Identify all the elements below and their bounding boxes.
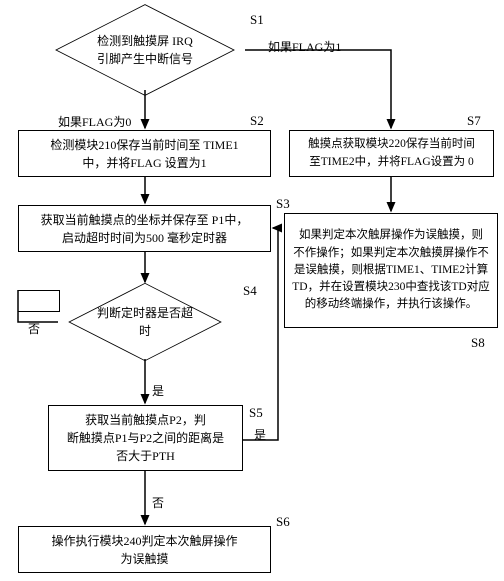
s1-text2: 引脚产生中断信号 <box>97 50 193 68</box>
label-s7: S7 <box>467 113 481 129</box>
s2-text1: 检测模块210保存当前时间至 TIME1 <box>50 136 238 154</box>
s2-text2: 中，并将FLAG 设置为1 <box>50 154 238 172</box>
notch-box <box>18 290 60 312</box>
s4-text1: 判断定时器是否超 <box>97 304 193 322</box>
s1-text1: 检测到触摸屏 IRQ <box>97 32 193 50</box>
node-s1: 检测到触摸屏 IRQ 引脚产生中断信号 <box>45 10 245 90</box>
edge-no-s5: 否 <box>152 494 164 511</box>
edge-no-s4: 否 <box>28 320 40 337</box>
s4-text2: 时 <box>97 322 193 340</box>
node-s6: 操作执行模块240判定本次触屏操作 为误触摸 <box>18 526 271 573</box>
s8-text2: 不作操作；如果判定本次触摸屏操作不 <box>292 245 489 262</box>
label-s6: S6 <box>276 514 290 530</box>
node-s3: 获取当前触摸点的坐标并保存至 P1中， 启动超时时间为500 毫秒定时器 <box>18 205 271 252</box>
s6-text1: 操作执行模块240判定本次触屏操作 <box>51 532 237 550</box>
s8-text4: TD，并在设置模块230中查找该TD对应 <box>292 279 489 296</box>
edge-flag0: 如果FLAG为0 <box>58 113 131 130</box>
s8-text3: 是误触摸，则根据TIME1、TIME2计算 <box>292 262 489 279</box>
label-s3: S3 <box>276 196 290 212</box>
node-s8: 如果判定本次触屏操作为误触摸，则 不作操作；如果判定本次触摸屏操作不 是误触摸，… <box>284 213 498 328</box>
node-s7: 触摸点获取模块220保存当前时间 至TIME2中，并将FLAG设置为 0 <box>289 130 494 177</box>
label-s1: S1 <box>250 12 264 28</box>
node-s5: 获取当前触摸点P2，判 断触摸点P1与P2之间的距离是 否大于PTH <box>48 405 243 471</box>
s8-text1: 如果判定本次触屏操作为误触摸，则 <box>292 227 489 244</box>
s5-text1: 获取当前触摸点P2，判 <box>67 411 224 429</box>
s5-text2: 断触摸点P1与P2之间的距离是 <box>67 429 224 447</box>
edge-yes-s4: 是 <box>152 382 164 399</box>
s7-text1: 触摸点获取模块220保存当前时间 <box>308 136 475 153</box>
node-s4: 判断定时器是否超 时 <box>58 284 232 359</box>
label-s2: S2 <box>250 113 264 129</box>
s8-text5: 的移动终端操作，并执行该操作。 <box>292 296 489 313</box>
s5-text3: 否大于PTH <box>67 447 224 465</box>
s7-text2: 至TIME2中，并将FLAG设置为 0 <box>308 154 475 171</box>
s3-text2: 启动超时时间为500 毫秒定时器 <box>41 229 249 247</box>
label-s8: S8 <box>471 335 485 351</box>
node-s2: 检测模块210保存当前时间至 TIME1 中，并将FLAG 设置为1 <box>18 130 271 177</box>
s6-text2: 为误触摸 <box>51 550 237 568</box>
label-s5: S5 <box>249 405 263 421</box>
edge-flag1: 如果FLAG为1 <box>268 38 341 55</box>
edge-yes-s5: 是 <box>254 426 266 443</box>
label-s4: S4 <box>243 283 257 299</box>
s3-text1: 获取当前触摸点的坐标并保存至 P1中， <box>41 211 249 229</box>
